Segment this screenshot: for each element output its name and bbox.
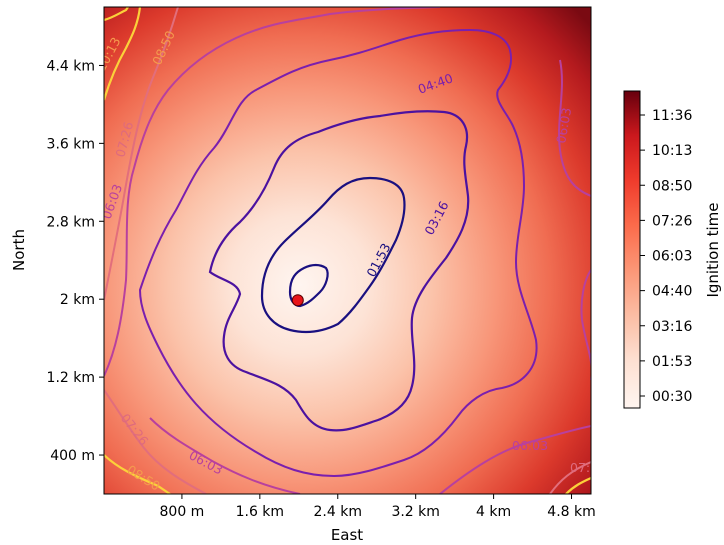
contour-label: 06:03 [512,438,548,453]
contour-label: 06:03 [591,282,627,297]
x-tick-label: 800 m [160,504,205,520]
contour-03-16 [208,110,470,432]
x-tick-label: 4.8 km [547,504,595,520]
contour-06-03 [149,417,301,494]
contour-06-03 [558,59,591,197]
contour-04-40 [138,28,538,478]
colorbar-tick-label: 07:26 [652,213,692,229]
contour-07-26 [104,389,207,494]
contour-08-50 [104,7,142,101]
ignition-point [291,294,304,307]
contour-08-50 [565,476,591,494]
colorbar-tick-label: 01:53 [652,354,692,370]
y-tick-label: 2.8 km [47,214,95,230]
heatmap-field: 04:40 03:16 01:53 06:03 06:03 06:03 06:0… [104,7,627,494]
colorbar-ticks: 00:30 01:53 03:16 04:40 06:03 07:26 08:50 10:13… [640,108,692,405]
y-tick-label: 400 m [50,448,95,464]
y-tick-label: 3.6 km [47,136,95,152]
x-tick-label: 1.6 km [236,504,284,520]
colorbar-tick-label: 11:36 [652,108,692,124]
contour-06-03 [580,269,591,380]
colorbar-tick-label: 06:03 [652,249,692,265]
y-tick-label: 2 km [60,292,95,308]
contour-06-03 [439,425,591,494]
x-axis-label: East [331,526,363,544]
contour-01-53 [260,176,406,334]
contour-10-13 [104,7,129,22]
contour-label: 06:03 [553,106,574,144]
y-axis-ticks: 400 m 1.2 km 2 km 2.8 km 3.6 km 4.4 km [47,58,104,464]
x-axis-ticks: 800 m 1.6 km 2.4 km 3.2 km 4 km 4.8 km [160,494,596,520]
contour-label: 07:26 [570,460,606,475]
plot-frame [103,6,592,495]
colorbar [623,90,641,409]
colorbar-label: Ignition time [704,202,722,297]
y-tick-label: 4.4 km [47,58,95,74]
y-axis-label: North [10,229,28,271]
x-tick-label: 4 km [476,504,511,520]
x-tick-label: 2.4 km [314,504,362,520]
heat-surface [104,7,591,494]
colorbar-tick-label: 00:30 [652,389,692,405]
colorbar-tick-label: 08:50 [652,178,692,194]
contour-07-26 [549,461,591,494]
contour-06-03 [104,7,441,377]
contour-07-26 [104,7,179,301]
colorbar-tick-label: 03:16 [652,319,692,335]
colorbar-tick-label: 04:40 [652,284,692,300]
x-tick-label: 3.2 km [391,504,439,520]
colorbar-tick-label: 10:13 [652,143,692,159]
y-tick-label: 1.2 km [47,370,95,386]
contour-08-50 [104,454,171,494]
